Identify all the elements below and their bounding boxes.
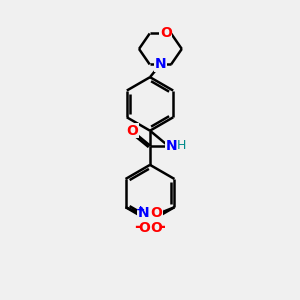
Text: -: -: [135, 218, 142, 236]
Text: N: N: [166, 139, 177, 152]
Text: O: O: [138, 206, 149, 220]
Text: O: O: [160, 26, 172, 40]
Text: O: O: [126, 124, 138, 138]
Text: H: H: [177, 139, 187, 152]
Text: O: O: [151, 206, 162, 220]
Text: +: +: [155, 205, 164, 214]
Text: N: N: [154, 57, 166, 71]
Text: O: O: [150, 221, 162, 235]
Text: -: -: [158, 218, 165, 236]
Text: N: N: [138, 206, 150, 220]
Text: +: +: [136, 205, 145, 214]
Text: N: N: [150, 206, 162, 220]
Text: O: O: [138, 221, 150, 235]
